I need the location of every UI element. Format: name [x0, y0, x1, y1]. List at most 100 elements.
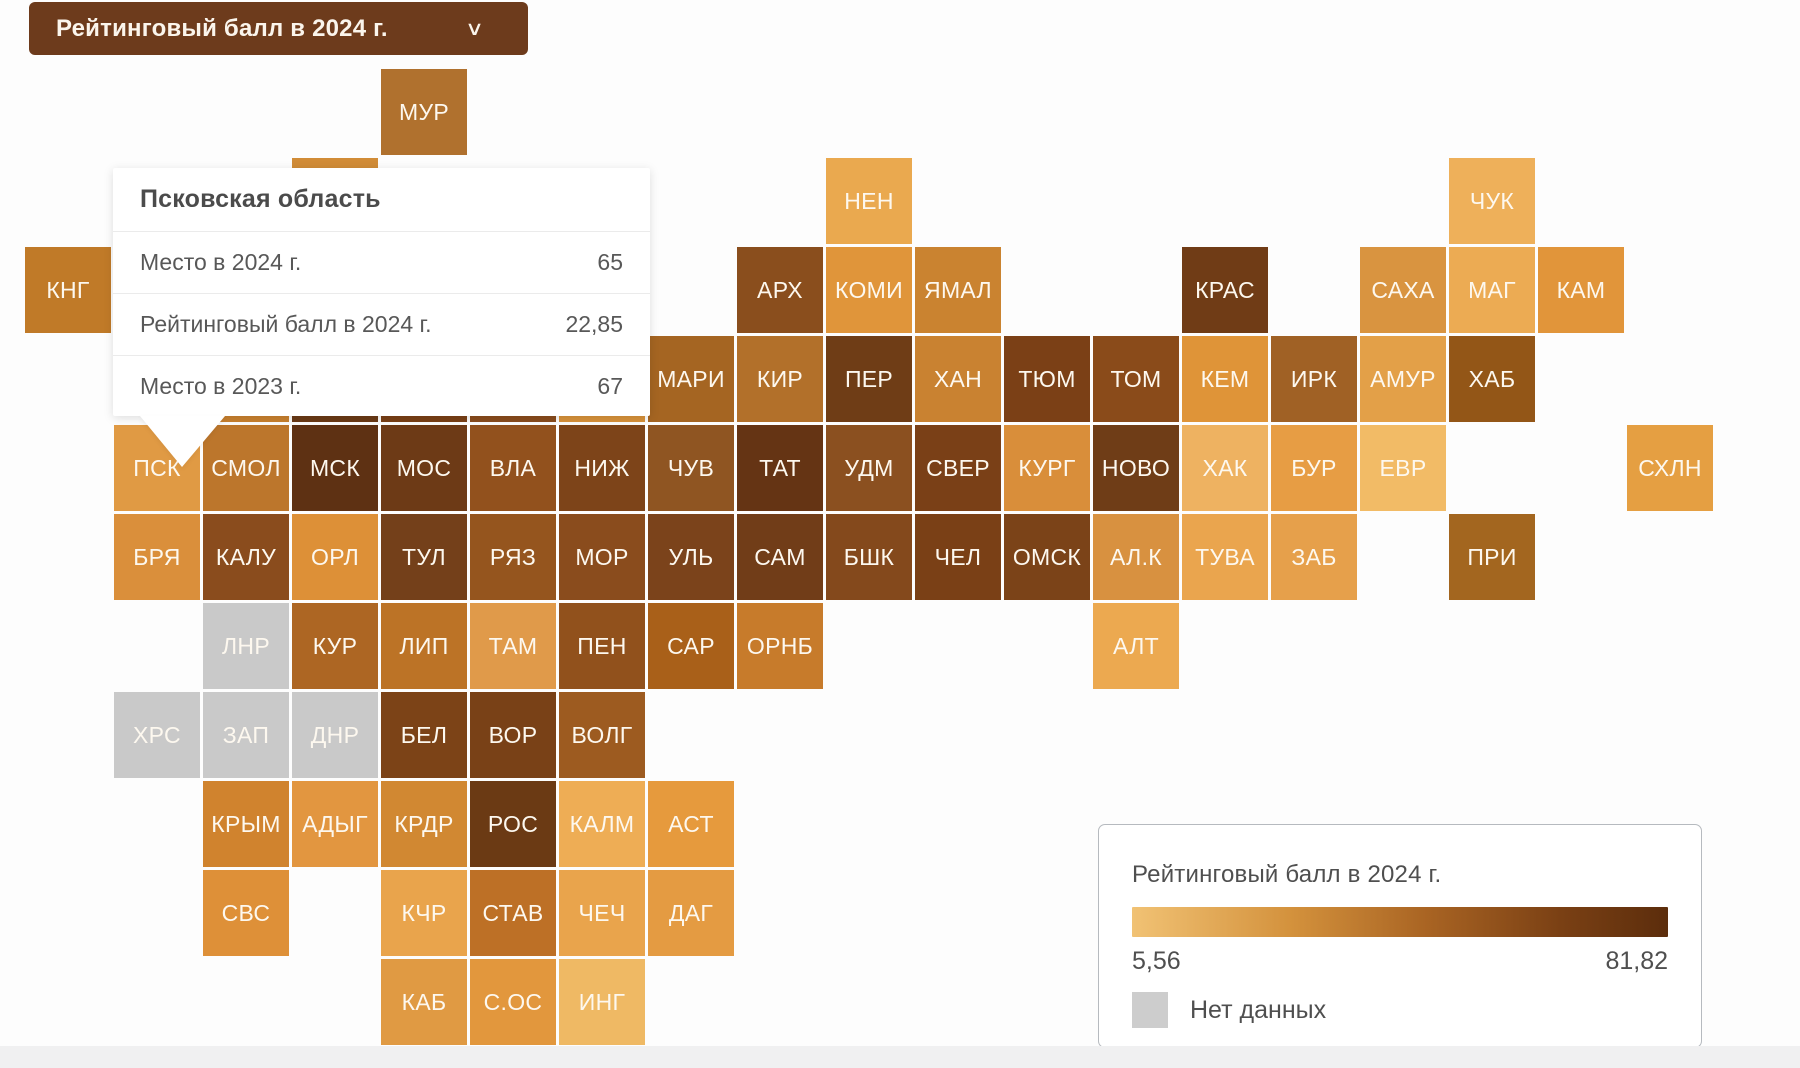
region-tile-КАБ[interactable]: КАБ: [381, 959, 467, 1045]
no-data-swatch: [1132, 992, 1168, 1028]
region-tile-label: АРХ: [757, 276, 803, 303]
region-tile-label: ДАГ: [668, 899, 714, 926]
region-tile-ОРЛ[interactable]: ОРЛ: [292, 514, 378, 600]
region-tile-СХЛН[interactable]: СХЛН: [1627, 425, 1713, 511]
region-tile-БУР[interactable]: БУР: [1271, 425, 1357, 511]
region-tile-ОРНБ[interactable]: ОРНБ: [737, 603, 823, 689]
region-tile-МОС[interactable]: МОС: [381, 425, 467, 511]
region-tile-АМУР[interactable]: АМУР: [1360, 336, 1446, 422]
region-tile-label: СТАВ: [482, 899, 544, 926]
region-tile-УДМ[interactable]: УДМ: [826, 425, 912, 511]
region-tile-РЯЗ[interactable]: РЯЗ: [470, 514, 556, 600]
region-tile-САХА[interactable]: САХА: [1360, 247, 1446, 333]
region-tile-СВС[interactable]: СВС: [203, 870, 289, 956]
region-tile-label: ТАТ: [759, 454, 801, 481]
region-tile-ХРС[interactable]: ХРС: [114, 692, 200, 778]
region-tile-label: СВЕР: [926, 454, 990, 481]
region-tile-ПРИ[interactable]: ПРИ: [1449, 514, 1535, 600]
region-tile-КОМИ[interactable]: КОМИ: [826, 247, 912, 333]
region-tile-МСК[interactable]: МСК: [292, 425, 378, 511]
region-tile-ПЕР[interactable]: ПЕР: [826, 336, 912, 422]
region-tile-НИЖ[interactable]: НИЖ: [559, 425, 645, 511]
region-tile-КАЛМ[interactable]: КАЛМ: [559, 781, 645, 867]
region-tile-ЯМАЛ[interactable]: ЯМАЛ: [915, 247, 1001, 333]
region-tile-НЕН[interactable]: НЕН: [826, 158, 912, 244]
region-tile-АДЫГ[interactable]: АДЫГ: [292, 781, 378, 867]
region-tile-ДАГ[interactable]: ДАГ: [648, 870, 734, 956]
region-tile-НОВО[interactable]: НОВО: [1093, 425, 1179, 511]
region-tile-МАГ[interactable]: МАГ: [1449, 247, 1535, 333]
region-tile-label: МУР: [398, 98, 449, 125]
region-tile-ВОР[interactable]: ВОР: [470, 692, 556, 778]
region-tile-МУР[interactable]: МУР: [381, 69, 467, 155]
region-tile-КИР[interactable]: КИР: [737, 336, 823, 422]
region-tile-ЛИП[interactable]: ЛИП: [381, 603, 467, 689]
region-tile-ТЮМ[interactable]: ТЮМ: [1004, 336, 1090, 422]
region-tile-СТАВ[interactable]: СТАВ: [470, 870, 556, 956]
region-tile-САР[interactable]: САР: [648, 603, 734, 689]
region-tile-ВЛА[interactable]: ВЛА: [470, 425, 556, 511]
region-tile-label: ХРС: [133, 721, 181, 748]
region-tile-ИРК[interactable]: ИРК: [1271, 336, 1357, 422]
metric-dropdown[interactable]: Рейтинговый балл в 2024 г. ∨: [29, 2, 528, 55]
region-tile-ИНГ[interactable]: ИНГ: [559, 959, 645, 1045]
region-tile-label: ЧУК: [1469, 187, 1515, 214]
region-tile-КНГ[interactable]: КНГ: [25, 247, 111, 333]
region-tile-label: ТЮМ: [1018, 365, 1076, 392]
region-tile-КЕМ[interactable]: КЕМ: [1182, 336, 1268, 422]
region-tile-label: ЕВР: [1379, 454, 1427, 481]
region-tile-ЗАП[interactable]: ЗАП: [203, 692, 289, 778]
region-tile-ХАК[interactable]: ХАК: [1182, 425, 1268, 511]
region-tile-ХАН[interactable]: ХАН: [915, 336, 1001, 422]
region-tile-КРЫМ[interactable]: КРЫМ: [203, 781, 289, 867]
region-tile-СВЕР[interactable]: СВЕР: [915, 425, 1001, 511]
region-tile-ЧЕЛ[interactable]: ЧЕЛ: [915, 514, 1001, 600]
region-tile-ЧУК[interactable]: ЧУК: [1449, 158, 1535, 244]
region-tile-БШК[interactable]: БШК: [826, 514, 912, 600]
region-tile-КЧР[interactable]: КЧР: [381, 870, 467, 956]
region-tile-АСТ[interactable]: АСТ: [648, 781, 734, 867]
region-tile-ТОМ[interactable]: ТОМ: [1093, 336, 1179, 422]
region-tile-КАЛУ[interactable]: КАЛУ: [203, 514, 289, 600]
region-tile-БЕЛ[interactable]: БЕЛ: [381, 692, 467, 778]
region-tile-ПЕН[interactable]: ПЕН: [559, 603, 645, 689]
region-tile-label: ИНГ: [578, 988, 626, 1015]
region-tile-ЗАБ[interactable]: ЗАБ: [1271, 514, 1357, 600]
region-tile-ХАБ[interactable]: ХАБ: [1449, 336, 1535, 422]
region-tile-АРХ[interactable]: АРХ: [737, 247, 823, 333]
region-tile-ВОЛГ[interactable]: ВОЛГ: [559, 692, 645, 778]
region-tile-label: КЕМ: [1200, 365, 1250, 392]
region-tile-label: БУР: [1291, 454, 1337, 481]
region-tile-КАМ[interactable]: КАМ: [1538, 247, 1624, 333]
region-tile-САМ[interactable]: САМ: [737, 514, 823, 600]
region-tile-КУР[interactable]: КУР: [292, 603, 378, 689]
region-tile-label: НОВО: [1101, 454, 1171, 481]
region-tile-АЛТ[interactable]: АЛТ: [1093, 603, 1179, 689]
region-tile-ЛНР[interactable]: ЛНР: [203, 603, 289, 689]
no-data-label: Нет данных: [1190, 995, 1327, 1024]
region-tile-КУРГ[interactable]: КУРГ: [1004, 425, 1090, 511]
region-tile-ТАТ[interactable]: ТАТ: [737, 425, 823, 511]
region-tile-ТАМ[interactable]: ТАМ: [470, 603, 556, 689]
region-tile-УЛЬ[interactable]: УЛЬ: [648, 514, 734, 600]
region-tile-МОР[interactable]: МОР: [559, 514, 645, 600]
region-tile-ДНР[interactable]: ДНР: [292, 692, 378, 778]
region-tile-label: КНГ: [46, 276, 90, 303]
region-tile-ЧЕЧ[interactable]: ЧЕЧ: [559, 870, 645, 956]
region-tile-ОМСК[interactable]: ОМСК: [1004, 514, 1090, 600]
region-tile-ЕВР[interactable]: ЕВР: [1360, 425, 1446, 511]
region-tile-АЛ.К[interactable]: АЛ.К: [1093, 514, 1179, 600]
region-tile-С.ОС[interactable]: С.ОС: [470, 959, 556, 1045]
region-tile-ТУЛ[interactable]: ТУЛ: [381, 514, 467, 600]
region-tile-label: ЛНР: [222, 632, 270, 659]
region-tile-ТУВА[interactable]: ТУВА: [1182, 514, 1268, 600]
region-tile-label: НЕН: [844, 187, 894, 214]
region-tile-КРАС[interactable]: КРАС: [1182, 247, 1268, 333]
region-tile-КРДР[interactable]: КРДР: [381, 781, 467, 867]
region-tile-БРЯ[interactable]: БРЯ: [114, 514, 200, 600]
region-tile-РОС[interactable]: РОС: [470, 781, 556, 867]
tooltip-row: Место в 2024 г. 65: [113, 231, 650, 293]
region-tile-МАРИ[interactable]: МАРИ: [648, 336, 734, 422]
region-tile-ЧУВ[interactable]: ЧУВ: [648, 425, 734, 511]
